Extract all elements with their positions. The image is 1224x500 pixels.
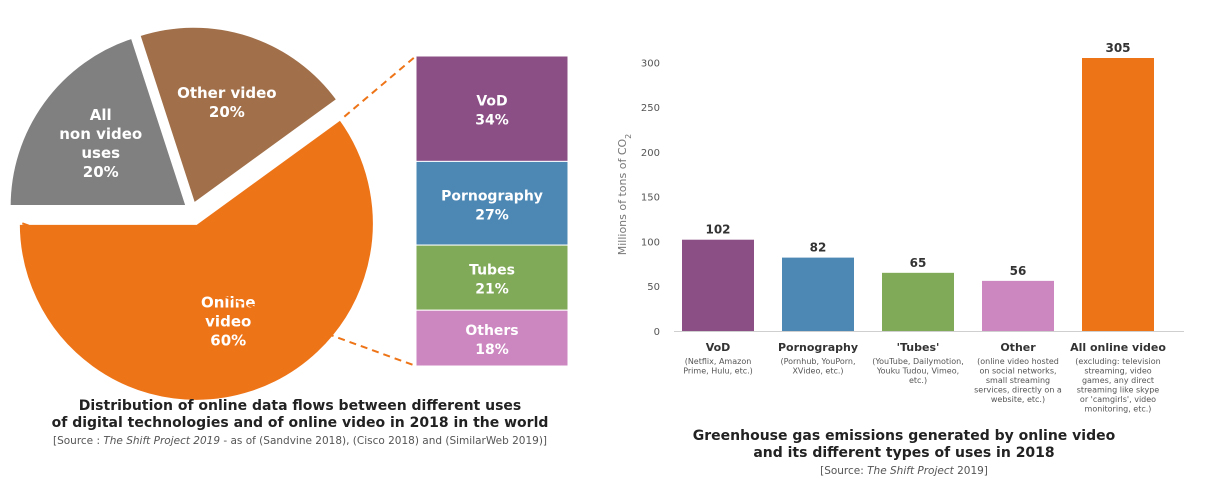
pie-slice-all-non-video-uses <box>7 35 190 208</box>
bar-value-label: 102 <box>705 223 730 237</box>
y-axis-label: Millions of tons of CO2 <box>616 134 633 256</box>
bar-source: [Source: The Shift Project 2019] <box>820 465 988 477</box>
bar-category-label: VoD <box>706 341 731 354</box>
bar-category-sublabel: streaming like skype <box>1077 386 1160 395</box>
bar-caption: Greenhouse gas emissions generated by on… <box>624 428 1184 477</box>
stack-label-vod: VoD <box>476 94 507 110</box>
stack-label-others: Others <box>465 323 518 339</box>
bar-category-sublabel: XVideo, etc.) <box>792 367 843 376</box>
pie-source: [Source : The Shift Project 2019 - as of… <box>52 435 548 447</box>
bar-category-sublabel: small streaming <box>986 376 1050 385</box>
pie-label-online-video: Online video 60% <box>201 294 256 350</box>
bar-category-sublabel: on social networks, <box>979 367 1056 376</box>
bar-tubes <box>882 272 954 331</box>
stack-pct-vod: 34% <box>475 113 509 129</box>
y-tick-label: 0 <box>654 327 660 338</box>
bar-pornography <box>782 257 854 331</box>
pie-label-other-video: Other video 20% <box>177 84 277 121</box>
pie-chart: Online video 60% All non video uses 20% Other v… <box>7 24 569 400</box>
stack-label-pornography: Pornography <box>441 188 543 204</box>
bar-value-label: 65 <box>910 256 927 270</box>
stack-segment-pornography <box>415 160 569 246</box>
bar-category-sublabel: monitoring, etc.) <box>1085 405 1152 414</box>
y-tick-label: 200 <box>641 148 660 159</box>
bar-category-sublabel: (Pornhub, YouPorn, <box>780 357 855 366</box>
bar-category-sublabel: (excluding: television <box>1075 357 1160 366</box>
bar-title-line-1: Greenhouse gas emissions generated by on… <box>692 428 1116 444</box>
bar-chart: 0 50 100 150 200 250 300 Millions of tons of CO… <box>616 41 1184 414</box>
bar-other <box>982 280 1054 331</box>
bar-category-label: All online video <box>1070 341 1166 354</box>
y-tick-label: 250 <box>641 103 660 114</box>
stack-label-tubes: Tubes <box>469 263 515 279</box>
bar-category-sublabel: (Netflix, Amazon <box>685 357 752 366</box>
stack-segment-vod <box>415 55 569 162</box>
pie-slice-online-video <box>16 116 376 400</box>
bar-category-sublabel: services, directly on a <box>974 386 1062 395</box>
bar-all-online-video <box>1082 58 1154 331</box>
bar-category-sublabel: games, any direct <box>1082 376 1154 385</box>
bar-value-label: 82 <box>810 241 827 255</box>
stack-pct-tubes: 21% <box>475 282 509 298</box>
bar-category-sublabel: Prime, Hulu, etc.) <box>683 367 753 376</box>
bar-value-label: 56 <box>1010 264 1027 278</box>
bar-category-sublabel: streaming, video <box>1084 367 1151 376</box>
pie-title-line-1: Distribution of online data flows betwee… <box>78 398 522 414</box>
bar-category-sublabel: Youku Tudou, Vimeo, <box>876 367 959 376</box>
bar-category-sublabel: (YouTube, Dailymotion, <box>872 357 964 366</box>
pie-label-all-non-video-uses: All non video uses 20% <box>59 106 142 181</box>
bar-category-sublabel: etc.) <box>909 376 927 385</box>
stack-pct-pornography: 27% <box>475 207 509 223</box>
bar-value-label: 305 <box>1105 41 1130 55</box>
bar-category-sublabel: or 'camgirls', video <box>1080 395 1156 404</box>
y-tick-label: 100 <box>641 237 660 248</box>
pie-title-line-2: of digital technologies and of online vi… <box>51 415 549 431</box>
y-tick-label: 150 <box>641 193 660 204</box>
bar-category-label: 'Tubes' <box>897 341 940 354</box>
bar-category-label: Pornography <box>778 341 858 354</box>
bar-title-line-2: and its different types of uses in 2018 <box>753 445 1055 461</box>
y-tick-label: 300 <box>641 58 660 69</box>
bar-category-label: Other <box>1000 341 1036 354</box>
pie-caption: Distribution of online data flows betwee… <box>20 398 580 447</box>
y-tick-label: 50 <box>647 282 660 293</box>
stack-segment-tubes <box>415 244 569 311</box>
bar-category-sublabel: (online video hosted <box>977 357 1059 366</box>
connector-line-bottom <box>21 222 417 367</box>
stack-pct-others: 18% <box>475 342 509 358</box>
bar-category-sublabel: website, etc.) <box>991 395 1045 404</box>
connector-line-top <box>343 55 417 118</box>
pie-slice-other-video <box>136 24 340 207</box>
stack-segment-others <box>415 309 569 367</box>
bar-vod <box>682 239 754 331</box>
